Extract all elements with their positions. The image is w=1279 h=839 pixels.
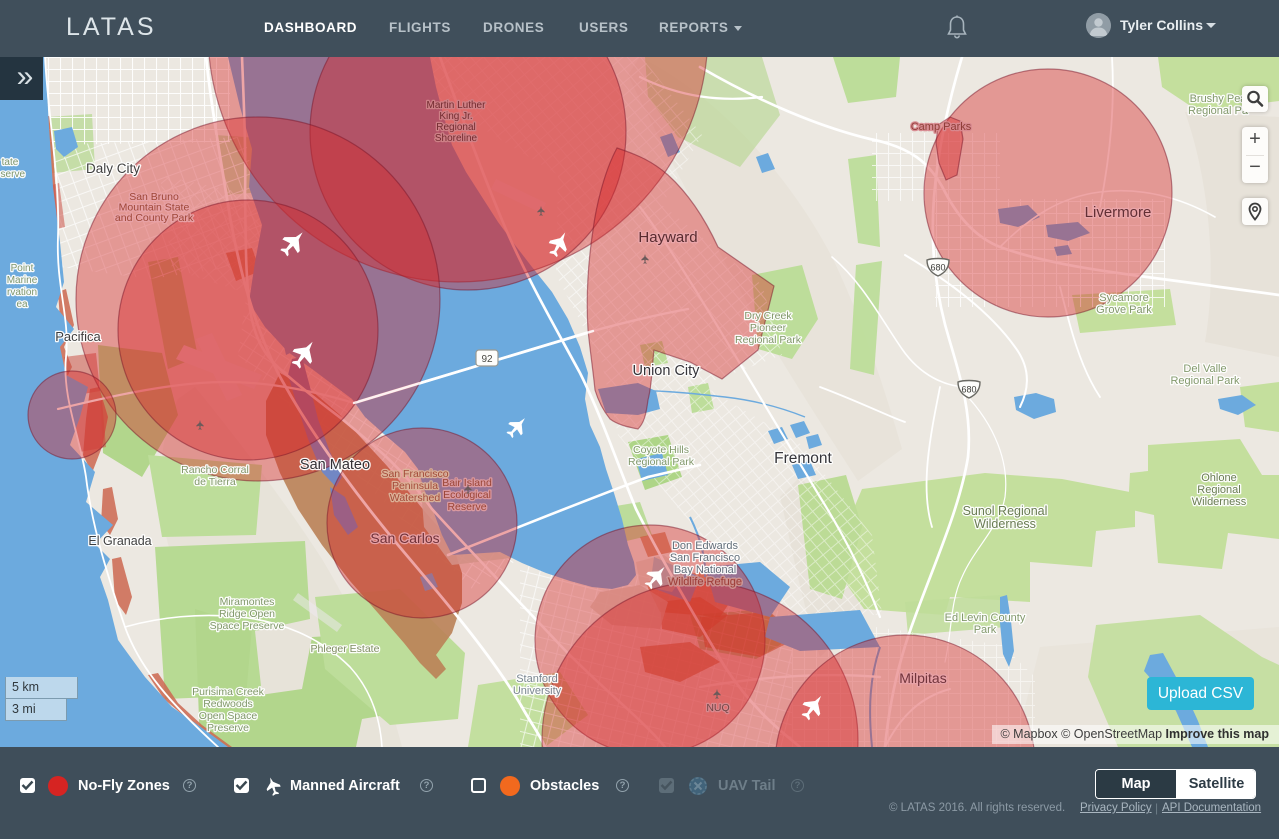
svg-text:Rancho Corral: Rancho Corral bbox=[181, 464, 249, 476]
svg-text:Bay National: Bay National bbox=[674, 564, 736, 576]
svg-text:Mountain State: Mountain State bbox=[119, 202, 190, 214]
svg-text:Phleger Estate: Phleger Estate bbox=[311, 643, 380, 655]
svg-text:rvation: rvation bbox=[7, 287, 37, 298]
svg-text:Regional Park: Regional Park bbox=[735, 334, 802, 346]
svg-text:680: 680 bbox=[930, 263, 945, 273]
svg-text:Pioneer: Pioneer bbox=[750, 322, 787, 334]
svg-text:University: University bbox=[513, 685, 562, 697]
svg-text:Dry Creek: Dry Creek bbox=[744, 310, 792, 322]
svg-text:Ed Levin County: Ed Levin County bbox=[945, 612, 1026, 624]
svg-text:Fremont: Fremont bbox=[774, 450, 832, 467]
svg-text:de Tierra: de Tierra bbox=[194, 476, 236, 488]
svg-text:Livermore: Livermore bbox=[1085, 204, 1152, 221]
svg-text:El Granada: El Granada bbox=[88, 534, 151, 548]
svg-text:Shoreline: Shoreline bbox=[435, 133, 478, 144]
svg-text:Coyote Hills: Coyote Hills bbox=[633, 444, 689, 456]
svg-text:Regional Park: Regional Park bbox=[628, 456, 695, 468]
svg-text:Stanford: Stanford bbox=[516, 673, 558, 685]
svg-text:Regional Park: Regional Park bbox=[1170, 375, 1240, 387]
svg-text:Hayward: Hayward bbox=[638, 229, 697, 246]
svg-text:Space Preserve: Space Preserve bbox=[210, 620, 285, 632]
svg-text:Wilderness: Wilderness bbox=[1192, 496, 1247, 508]
svg-text:Brushy Pea: Brushy Pea bbox=[1190, 93, 1248, 105]
svg-text:Purisima Creek: Purisima Creek bbox=[192, 686, 265, 698]
svg-text:San Francisco: San Francisco bbox=[670, 552, 740, 564]
svg-text:Regional: Regional bbox=[1197, 484, 1240, 496]
svg-text:tate: tate bbox=[2, 157, 19, 168]
svg-text:Watershed: Watershed bbox=[390, 492, 441, 504]
svg-text:Union City: Union City bbox=[633, 363, 701, 379]
svg-text:Ecological: Ecological bbox=[443, 489, 491, 501]
svg-text:Preserve: Preserve bbox=[207, 722, 249, 734]
svg-text:Marine: Marine bbox=[7, 275, 38, 286]
svg-text:Grove Park: Grove Park bbox=[1096, 304, 1152, 316]
svg-text:92: 92 bbox=[481, 354, 493, 365]
svg-text:Point: Point bbox=[11, 263, 34, 274]
svg-text:Bair Island: Bair Island bbox=[442, 477, 492, 489]
svg-text:Peninsula: Peninsula bbox=[392, 480, 438, 492]
svg-text:Park: Park bbox=[974, 624, 997, 636]
svg-text:Don Edwards: Don Edwards bbox=[672, 540, 739, 552]
svg-text:Regional Pa: Regional Pa bbox=[1188, 105, 1249, 117]
svg-text:Milpitas: Milpitas bbox=[899, 670, 946, 686]
svg-text:Martin Luther: Martin Luther bbox=[427, 100, 487, 111]
svg-text:Reserve: Reserve bbox=[447, 501, 486, 513]
svg-text:Open Space: Open Space bbox=[199, 710, 258, 722]
svg-text:Miramontes: Miramontes bbox=[220, 596, 275, 608]
svg-text:Ohlone: Ohlone bbox=[1201, 472, 1236, 484]
svg-text:NUQ: NUQ bbox=[706, 702, 729, 714]
svg-text:San Carlos: San Carlos bbox=[370, 530, 439, 546]
svg-text:Camp Parks: Camp Parks bbox=[911, 121, 972, 133]
svg-text:Sycamore: Sycamore bbox=[1099, 292, 1149, 304]
svg-text:680: 680 bbox=[961, 385, 976, 395]
svg-text:ea: ea bbox=[16, 299, 28, 310]
svg-text:King Jr.: King Jr. bbox=[439, 111, 472, 122]
svg-text:and County Park: and County Park bbox=[115, 212, 194, 224]
svg-text:San Mateo: San Mateo bbox=[300, 457, 370, 473]
svg-text:Sunol Regional: Sunol Regional bbox=[963, 504, 1048, 518]
svg-text:San Bruno: San Bruno bbox=[129, 191, 179, 203]
svg-text:eserve: eserve bbox=[0, 169, 25, 180]
svg-text:Wilderness: Wilderness bbox=[974, 517, 1036, 531]
svg-text:Regional: Regional bbox=[436, 122, 475, 133]
svg-text:Del Valle: Del Valle bbox=[1183, 363, 1226, 375]
svg-text:Daly City: Daly City bbox=[86, 161, 140, 176]
svg-text:Wildlife Refuge: Wildlife Refuge bbox=[668, 576, 742, 588]
svg-text:Redwoods: Redwoods bbox=[203, 698, 253, 710]
svg-text:San Francisco: San Francisco bbox=[381, 468, 448, 480]
svg-text:Wildlife Refuge: Wildlife Refuge bbox=[668, 576, 742, 588]
svg-text:Ridge Open: Ridge Open bbox=[219, 608, 275, 620]
svg-text:Pacifica: Pacifica bbox=[55, 329, 101, 344]
